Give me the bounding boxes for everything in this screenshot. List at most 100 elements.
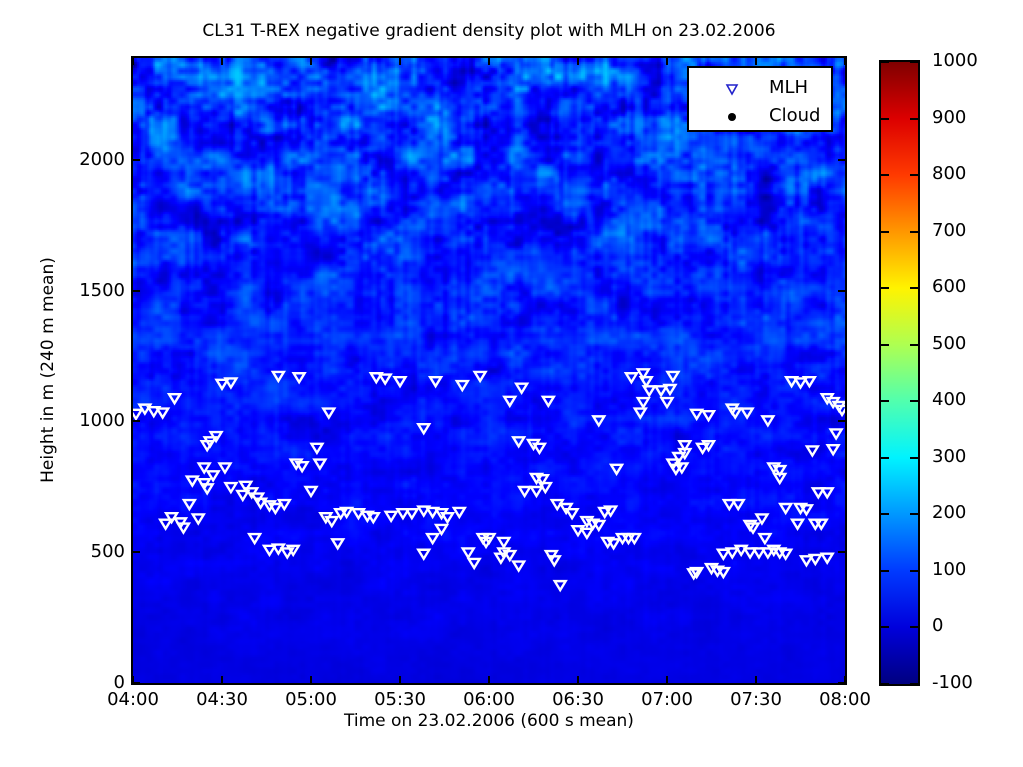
cbar-tick bbox=[910, 174, 918, 177]
x-tick-label: 06:30 bbox=[552, 689, 604, 710]
mlh-marker bbox=[798, 504, 815, 517]
mlh-marker bbox=[175, 522, 192, 535]
y-tick bbox=[133, 551, 140, 554]
mlh-marker bbox=[276, 498, 292, 512]
mlh-marker bbox=[733, 544, 749, 558]
colorbar-tick-label: 300 bbox=[932, 445, 967, 467]
y-tick-label: 1500 bbox=[79, 279, 125, 301]
mlh-marker bbox=[392, 375, 408, 389]
mlh-marker bbox=[404, 508, 420, 521]
mlh-marker bbox=[757, 532, 773, 546]
cbar-tick bbox=[881, 683, 889, 685]
cbar-tick bbox=[910, 343, 918, 346]
mlh-marker bbox=[238, 480, 254, 494]
mlh-marker bbox=[778, 502, 794, 516]
mlh-marker bbox=[819, 487, 835, 500]
cbar-tick bbox=[910, 569, 918, 572]
x-tick-label: 07:30 bbox=[730, 689, 782, 710]
mlh-marker bbox=[427, 375, 444, 389]
mlh-marker bbox=[205, 470, 221, 483]
mlh-marker bbox=[383, 510, 399, 524]
cbar-tick bbox=[910, 400, 918, 403]
mlh-marker bbox=[632, 407, 648, 420]
x-tick bbox=[399, 676, 401, 683]
mlh-marker bbox=[783, 375, 800, 389]
mlh-markers-layer bbox=[133, 368, 845, 593]
mlh-marker bbox=[689, 566, 705, 580]
cbar-tick bbox=[881, 343, 889, 346]
mlh-marker bbox=[472, 370, 488, 384]
mlh-marker bbox=[377, 373, 393, 386]
x-tick-label: 08:00 bbox=[819, 689, 871, 710]
mlh-marker bbox=[496, 536, 512, 550]
mlh-marker bbox=[502, 549, 518, 563]
mlh-marker bbox=[416, 505, 432, 518]
y-tick bbox=[838, 289, 845, 292]
x-tick-label: 05:00 bbox=[285, 689, 337, 710]
cbar-tick bbox=[910, 626, 918, 629]
colorbar-tick-label: 200 bbox=[932, 502, 967, 524]
mlh-marker bbox=[424, 532, 441, 546]
mlh-marker bbox=[454, 379, 470, 393]
cbar-tick bbox=[881, 626, 889, 629]
mlh-marker bbox=[511, 436, 527, 449]
mlh-triangle-icon bbox=[725, 84, 739, 96]
y-tick-label: 1000 bbox=[79, 410, 125, 432]
mlh-marker bbox=[792, 377, 809, 390]
cbar-tick bbox=[881, 61, 889, 63]
mlh-marker bbox=[217, 462, 233, 475]
mlh-marker bbox=[350, 508, 367, 521]
cbar-tick bbox=[910, 61, 918, 63]
mlh-marker bbox=[591, 415, 607, 428]
y-tick-label: 500 bbox=[90, 541, 125, 563]
mlh-marker bbox=[190, 513, 206, 526]
mlh-marker bbox=[659, 396, 675, 410]
mlh-marker bbox=[564, 508, 580, 521]
mlh-marker bbox=[309, 442, 325, 456]
mlh-marker bbox=[137, 403, 153, 416]
x-tick bbox=[577, 676, 579, 683]
cbar-tick bbox=[881, 230, 889, 233]
x-tick bbox=[755, 58, 757, 65]
x-tick bbox=[221, 58, 223, 65]
plot-area bbox=[131, 56, 847, 685]
x-axis-label: Time on 23.02.2006 (600 s mean) bbox=[344, 711, 634, 731]
mlh-marker bbox=[602, 505, 619, 518]
mlh-marker bbox=[285, 544, 301, 558]
x-tick bbox=[666, 58, 668, 65]
mlh-marker bbox=[772, 472, 788, 486]
mlh-marker bbox=[261, 544, 278, 558]
mlh-marker bbox=[338, 506, 355, 520]
mlh-marker bbox=[511, 560, 527, 573]
x-tick bbox=[310, 58, 312, 65]
mlh-marker bbox=[155, 407, 171, 420]
mlh-marker bbox=[303, 485, 319, 499]
x-tick bbox=[488, 58, 490, 65]
mlh-marker bbox=[166, 392, 183, 406]
mlh-marker bbox=[813, 518, 829, 531]
x-tick-label: 04:00 bbox=[107, 689, 159, 710]
colorbar-tick-label: 700 bbox=[932, 219, 967, 241]
mlh-marker bbox=[700, 440, 717, 453]
mlh-marker bbox=[330, 538, 346, 551]
mlh-marker bbox=[451, 506, 467, 520]
mlh-marker bbox=[208, 430, 224, 444]
mlh-marker bbox=[754, 513, 770, 526]
mlh-marker bbox=[267, 502, 284, 516]
colorbar-tick-label: 500 bbox=[932, 332, 967, 354]
colorbar-tick-label: 600 bbox=[932, 276, 967, 298]
mlh-marker bbox=[546, 555, 562, 568]
y-tick-label: 2000 bbox=[79, 148, 125, 170]
chart-title: CL31 T-REX negative gradient density plo… bbox=[202, 21, 776, 41]
colorbar-gradient bbox=[881, 62, 918, 684]
x-tick bbox=[399, 58, 401, 65]
cbar-tick bbox=[910, 683, 918, 685]
mlh-marker bbox=[641, 385, 657, 398]
mlh-marker bbox=[724, 547, 740, 560]
mlh-marker bbox=[745, 522, 761, 535]
mlh-marker bbox=[760, 415, 776, 428]
mlh-marker bbox=[416, 423, 432, 436]
mlh-marker bbox=[540, 395, 556, 409]
mlh-marker bbox=[534, 474, 551, 487]
mlh-marker bbox=[516, 485, 533, 499]
